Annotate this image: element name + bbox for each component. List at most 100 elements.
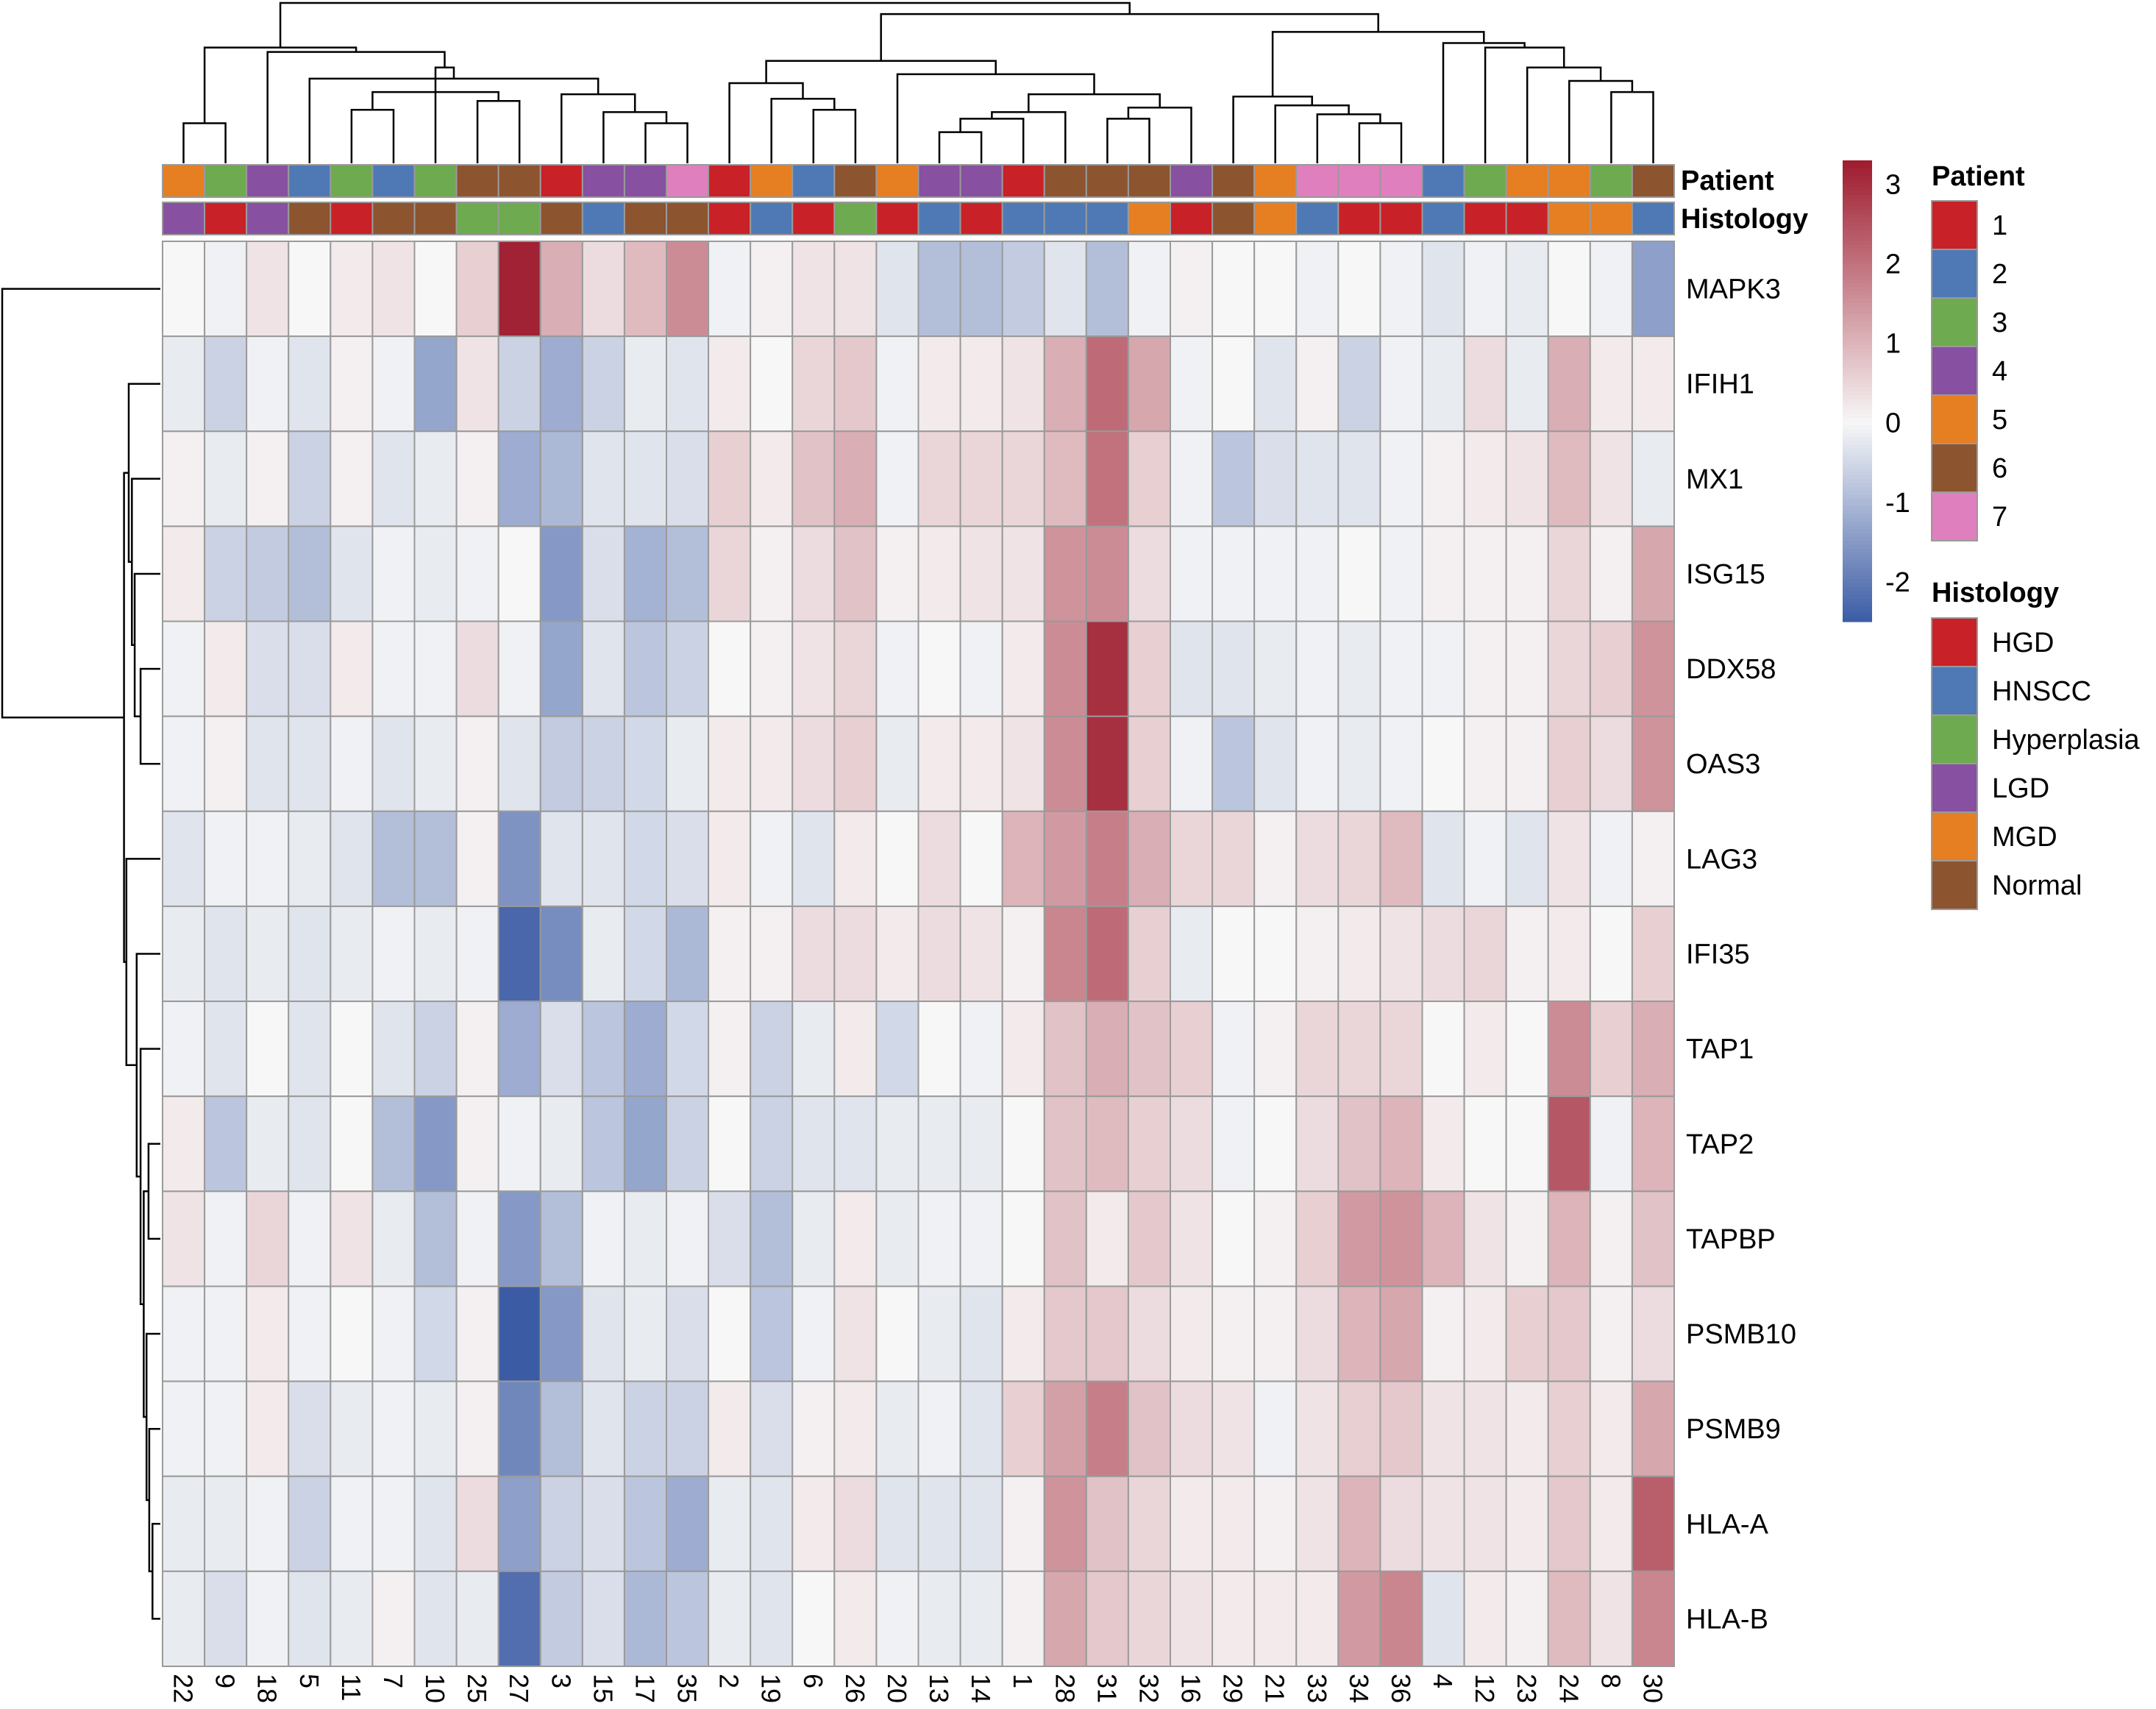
heatmap-cell — [413, 1001, 458, 1098]
heatmap-cell — [1212, 1570, 1256, 1668]
heatmap-cell — [162, 335, 206, 433]
heatmap-cell — [666, 430, 710, 527]
heatmap-cell — [1631, 1380, 1675, 1477]
heatmap-cell — [666, 715, 710, 812]
heatmap-cell — [708, 1380, 752, 1477]
row-dendrogram-branch — [131, 477, 160, 647]
color-scale-step — [1843, 294, 1872, 299]
column-label: 31 — [1092, 1674, 1122, 1703]
patient-annotation-track — [162, 164, 1675, 198]
heatmap-cell — [1212, 1380, 1256, 1477]
heatmap-cell — [1001, 620, 1045, 717]
heatmap-cell — [1212, 1475, 1256, 1572]
column-label: 32 — [1134, 1674, 1164, 1703]
heatmap-cell — [371, 1190, 416, 1287]
column-dendrogram-branch — [434, 66, 455, 83]
row-label: TAP2 — [1686, 1129, 1754, 1160]
heatmap-cell — [246, 525, 290, 622]
heatmap-cell — [623, 1475, 667, 1572]
heatmap-cell — [1127, 1380, 1172, 1477]
color-scale-step — [1843, 606, 1872, 611]
heatmap-cell — [708, 1570, 752, 1668]
heatmap-cell — [330, 905, 374, 1003]
column-dendrogram-branch — [1106, 118, 1150, 163]
heatmap-cell — [497, 1285, 541, 1382]
heatmap-cell — [1421, 1380, 1465, 1477]
heatmap-cell — [1043, 1095, 1087, 1193]
column-dendrogram-branch — [266, 51, 446, 163]
heatmap-cell — [413, 620, 458, 717]
color-scale-step — [1843, 337, 1872, 342]
column-dendrogram-branch — [812, 109, 857, 163]
heatmap-cell — [204, 335, 248, 433]
legend-swatch — [1931, 666, 1978, 716]
column-dendrogram-branch — [1316, 113, 1381, 163]
color-scale-step — [1843, 537, 1872, 541]
heatmap-cell — [1421, 241, 1465, 338]
heatmap-cell — [288, 620, 332, 717]
heatmap-cell — [791, 1380, 836, 1477]
heatmap-cell — [708, 430, 752, 527]
heatmap-cell — [959, 810, 1003, 907]
heatmap-cell — [1170, 1190, 1214, 1287]
color-scale-step — [1843, 560, 1872, 565]
heatmap-cell — [497, 241, 541, 338]
histology-annotation-cell — [1085, 202, 1129, 235]
color-scale-step — [1843, 387, 1872, 392]
color-scale-legend: 3 2 1 0 -1 -2 — [1843, 160, 1910, 622]
heatmap-cell — [1127, 1570, 1172, 1668]
heatmap-cell — [750, 810, 794, 907]
heatmap-cell — [623, 810, 667, 907]
heatmap-cell — [1295, 810, 1340, 907]
heatmap-cell — [1253, 241, 1298, 338]
heatmap-cell — [581, 430, 625, 527]
row-label: TAPBP — [1686, 1224, 1776, 1255]
heatmap-cell — [246, 810, 290, 907]
patient-annotation-cell — [330, 164, 374, 198]
histology-annotation-cell — [1337, 202, 1381, 235]
heatmap-cell — [371, 810, 416, 907]
histology-annotation-cell — [1589, 202, 1633, 235]
patient-annotation-cell — [917, 164, 961, 198]
heatmap-cell — [455, 241, 499, 338]
heatmap-cell — [1295, 1475, 1340, 1572]
patient-annotation-cell — [1589, 164, 1633, 198]
color-scale-step — [1843, 472, 1872, 477]
heatmap-cell — [330, 1190, 374, 1287]
heatmap-cell — [1631, 241, 1675, 338]
heatmap-cell — [1379, 810, 1423, 907]
heatmap-cell — [204, 810, 248, 907]
column-dendrogram-branch — [1232, 95, 1313, 163]
heatmap-cell — [1589, 335, 1633, 433]
heatmap-cell — [1337, 430, 1381, 527]
heatmap-cell — [581, 905, 625, 1003]
column-label: 34 — [1344, 1674, 1374, 1703]
color-scale-step — [1843, 579, 1872, 584]
heatmap-cell — [539, 1285, 583, 1382]
heatmap-cell — [1379, 715, 1423, 812]
heatmap-cell — [1421, 525, 1465, 622]
color-scale-step — [1843, 491, 1872, 496]
heatmap-cell — [1295, 1285, 1340, 1382]
histology-annotation-cell — [1421, 202, 1465, 235]
color-scale-step — [1843, 383, 1872, 388]
heatmap-cell — [1505, 241, 1549, 338]
color-scale-step — [1843, 291, 1872, 296]
heatmap-cell — [1505, 810, 1549, 907]
heatmap-cell — [1127, 1190, 1172, 1287]
heatmap-cell — [371, 525, 416, 622]
heatmap-cell — [959, 1380, 1003, 1477]
legend-swatch — [1931, 200, 1978, 250]
column-dendrogram-branch — [1484, 46, 1565, 163]
heatmap-cell — [1085, 335, 1129, 433]
heatmap-cell — [1505, 1285, 1549, 1382]
heatmap-cell — [288, 1190, 332, 1287]
color-scale-step — [1843, 506, 1872, 511]
legend-swatch — [1931, 249, 1978, 299]
histology-annotation-cell — [791, 202, 836, 235]
row-dendrogram-branch — [148, 1427, 160, 1573]
column-label: 28 — [1050, 1674, 1080, 1703]
heatmap-cell — [750, 335, 794, 433]
patient-annotation-cell — [959, 164, 1003, 198]
heatmap-cell — [1421, 430, 1465, 527]
